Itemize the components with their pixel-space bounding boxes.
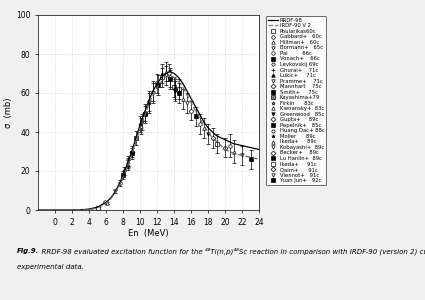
Text: RRDF-98 evaluated excitation function for the ⁴⁸Ti(n,p)⁴⁸Sc reaction in comparis: RRDF-98 evaluated excitation function fo… [37, 248, 425, 255]
Text: experimental data.: experimental data. [17, 264, 84, 270]
Y-axis label: σ  (mb): σ (mb) [4, 97, 13, 128]
Legend: RRDF-98, IRDF-90 V 2, Poularikas60c, Gabbard+   60c, Hillman+   60c, Bormann+   : RRDF-98, IRDF-90 V 2, Poularikas60c, Gab… [266, 16, 326, 185]
X-axis label: En  (MeV): En (MeV) [128, 230, 169, 238]
Text: Fig.9.: Fig.9. [17, 248, 39, 254]
